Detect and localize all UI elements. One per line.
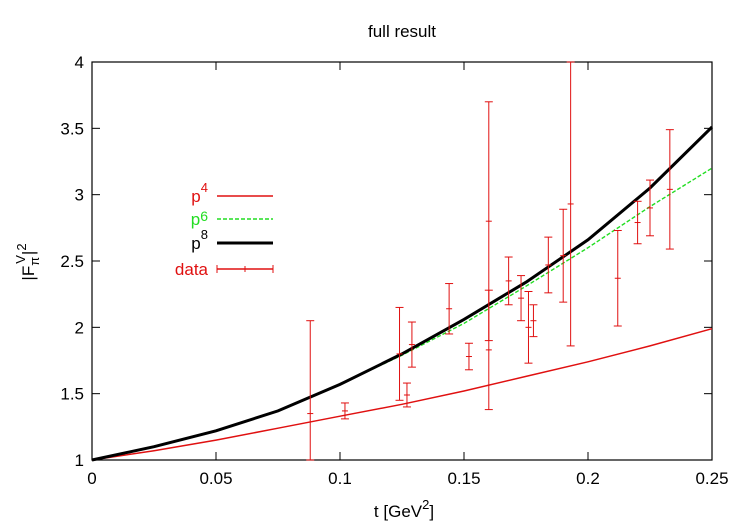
y-label-bar: |F xyxy=(19,266,38,281)
x-tick-label: 0.15 xyxy=(447,469,480,488)
data-point xyxy=(407,321,416,368)
series-curves xyxy=(91,125,714,462)
x-axis-label-text: t [GeV2] xyxy=(374,497,434,521)
y-axis-label-text: |FπV|2 xyxy=(13,243,42,280)
x-axis-label: t [GeV2] xyxy=(374,497,434,521)
x-tick-label: 0.1 xyxy=(328,469,352,488)
y-axis-label: |FπV|2 xyxy=(13,243,42,280)
data-point xyxy=(544,236,553,294)
chart-title: full result xyxy=(368,22,436,41)
legend-label-sup: 4 xyxy=(201,180,208,195)
data-point xyxy=(464,342,473,371)
x-tick-label: 0 xyxy=(87,469,96,488)
x-tick-label: 0.2 xyxy=(576,469,600,488)
data-point xyxy=(504,256,513,306)
y-tick-label: 2.5 xyxy=(60,252,84,271)
y-label-bar2: | xyxy=(19,251,38,255)
legend-label-sub: 6 xyxy=(200,208,208,224)
data-points xyxy=(306,61,674,461)
y-label-sup2: 2 xyxy=(14,243,29,250)
y-tick-label: 4 xyxy=(75,53,84,72)
legend-label: p4 xyxy=(191,180,208,206)
data-point xyxy=(402,382,411,408)
series-line-p8 xyxy=(91,125,714,462)
data-point xyxy=(613,229,622,327)
data-point xyxy=(665,129,674,250)
y-axis-label-group: |FπV|2 xyxy=(13,243,42,280)
data-point xyxy=(517,275,526,322)
x-label-close: ] xyxy=(429,502,434,521)
data-point xyxy=(395,306,404,401)
legend-label-sup: 8 xyxy=(201,227,208,242)
y-label-sub: π xyxy=(27,257,42,266)
data-point xyxy=(566,61,575,347)
series-line-p4 xyxy=(91,327,713,461)
data-point xyxy=(633,200,642,245)
data-point xyxy=(559,208,568,303)
x-tick-label: 0.05 xyxy=(199,469,232,488)
data-point xyxy=(484,289,493,411)
x-label-sup: 2 xyxy=(422,497,429,512)
y-tick-label: 3 xyxy=(75,186,84,205)
legend-item-p4: p4 xyxy=(191,180,273,206)
axis-ticks: 0 0.05 0.1 0.15 0.2 0.25 1 1.5 2 2.5 3 3.5 4 xyxy=(60,53,728,488)
legend-label: data xyxy=(175,260,209,279)
x-label-main: t [GeV xyxy=(374,502,423,521)
legend-label: p6 xyxy=(191,208,208,229)
legend-item-p8: p8 xyxy=(191,227,273,253)
y-label-sup: V xyxy=(13,255,28,264)
data-point xyxy=(646,179,654,237)
data-point xyxy=(524,291,533,364)
legend-item-p6: p6 xyxy=(191,208,273,229)
data-point xyxy=(445,283,454,335)
x-tick-label: 0.25 xyxy=(695,469,728,488)
data-point xyxy=(306,320,315,461)
data-point xyxy=(340,402,349,420)
y-tick-label: 3.5 xyxy=(60,119,84,138)
y-tick-label: 1.5 xyxy=(60,385,84,404)
series-line-p6 xyxy=(339,167,713,386)
data-point xyxy=(529,304,538,338)
y-tick-label: 2 xyxy=(75,318,84,337)
y-tick-label: 1 xyxy=(75,451,84,470)
legend-item-data: data xyxy=(175,260,274,279)
legend-label: p8 xyxy=(191,227,208,253)
